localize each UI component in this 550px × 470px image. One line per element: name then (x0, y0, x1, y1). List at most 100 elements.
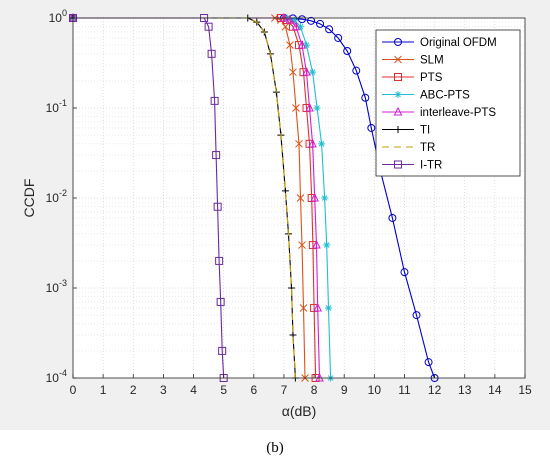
data-point (207, 49, 216, 58)
data-point (400, 268, 409, 277)
x-tick-label: 8 (311, 383, 318, 397)
data-point (212, 151, 221, 160)
data-point (323, 241, 331, 249)
y-tick-label: 10-3 (46, 278, 67, 295)
legend-box (375, 29, 521, 177)
data-point (298, 241, 306, 249)
data-point (394, 126, 402, 133)
data-point (307, 16, 316, 25)
series-line (73, 17, 225, 379)
data-point (216, 297, 225, 306)
ccdf-chart: 0 1 2 3 4 5 6 7 8 9 10 11 12 13 14 15 10010-110-210-310… (0, 0, 550, 430)
legend-label: Original OFDM (420, 37, 497, 49)
series-abc-pts (69, 14, 335, 382)
x-tick-label: 11 (398, 383, 411, 397)
data-point (289, 68, 297, 77)
data-point (325, 304, 333, 312)
data-point (281, 22, 290, 31)
x-axis-label: α(dB) (282, 403, 317, 419)
x-tick-label: 0 (70, 383, 77, 397)
data-point (334, 33, 343, 42)
data-point (315, 372, 324, 382)
y-tick-label: 100 (49, 8, 67, 25)
data-point (394, 91, 402, 98)
series-line (73, 17, 436, 379)
legend-label: interleave-PTS (420, 107, 496, 119)
data-point (292, 104, 300, 112)
data-point (352, 66, 361, 75)
data-point (210, 96, 219, 105)
data-point (394, 55, 402, 64)
data-point (297, 39, 307, 49)
x-tick-label: 15 (518, 383, 532, 397)
data-point (298, 15, 307, 24)
x-tick-label: 9 (341, 383, 348, 397)
data-point (308, 138, 317, 148)
data-point (286, 41, 294, 49)
legend-label: SLM (420, 55, 444, 67)
data-point (393, 106, 403, 116)
y-tick-labels: 100 10-1 10-2 10-3 10-4 (46, 8, 77, 385)
legend-label: ABC-PTS (420, 90, 470, 102)
data-point (302, 67, 311, 76)
data-point (394, 73, 402, 81)
data-point (313, 104, 321, 112)
data-point (424, 358, 433, 367)
data-point (388, 213, 397, 222)
data-point (299, 304, 308, 312)
data-point (313, 302, 322, 312)
data-point (296, 194, 305, 202)
x-tick-label: 13 (458, 383, 472, 397)
legend: Original OFDM SLM PTS ABC-PTS interleave-PTS… (375, 29, 521, 177)
data-point (343, 46, 352, 55)
legend-label: TI (420, 125, 430, 137)
grid (72, 17, 526, 379)
legend-label: I-TR (420, 160, 442, 172)
x-tick-label: 12 (428, 383, 442, 397)
x-tick-label: 1 (100, 383, 107, 397)
series-line (73, 17, 321, 379)
data-point (361, 93, 370, 102)
data-point (285, 14, 295, 24)
data-point (215, 256, 224, 265)
legend-label: PTS (420, 72, 443, 84)
x-tick-label: 14 (488, 383, 502, 397)
data-point (394, 160, 402, 169)
series-tr (73, 17, 296, 379)
x-tick-label: 3 (160, 383, 167, 397)
data-point (279, 12, 289, 22)
data-point (316, 19, 325, 28)
x-tick-label: 6 (250, 383, 257, 397)
x-tick-label: 10 (368, 383, 382, 397)
data-point (204, 22, 213, 31)
series-i-tr (69, 14, 228, 382)
data-point (291, 21, 301, 31)
data-point (412, 311, 421, 320)
series-line (73, 17, 296, 379)
data-point (318, 140, 326, 148)
data-point (312, 239, 321, 249)
data-point (321, 194, 329, 202)
data-point (295, 139, 303, 148)
x-tick-label: 2 (130, 383, 137, 397)
y-tick-label: 10-2 (46, 188, 67, 205)
x-tick-labels: 0 1 2 3 4 5 6 7 8 9 10 11 12 13 14 15 (70, 374, 532, 397)
legend-label: TR (420, 142, 435, 154)
x-tick-label: 7 (281, 383, 288, 397)
data-point (305, 102, 314, 112)
x-tick-label: 5 (220, 383, 227, 397)
y-tick-label: 10-1 (46, 98, 67, 115)
data-point (309, 68, 317, 76)
data-point (367, 123, 376, 132)
x-tick-label: 4 (190, 383, 197, 397)
data-point (394, 38, 402, 46)
series-layer (68, 12, 439, 382)
y-axis-label: CCDF (21, 179, 37, 218)
data-point (325, 25, 334, 34)
data-point (297, 23, 305, 31)
data-point (290, 16, 298, 24)
figure-caption: (b) (266, 440, 284, 456)
data-point (310, 192, 319, 202)
data-point (218, 346, 227, 355)
